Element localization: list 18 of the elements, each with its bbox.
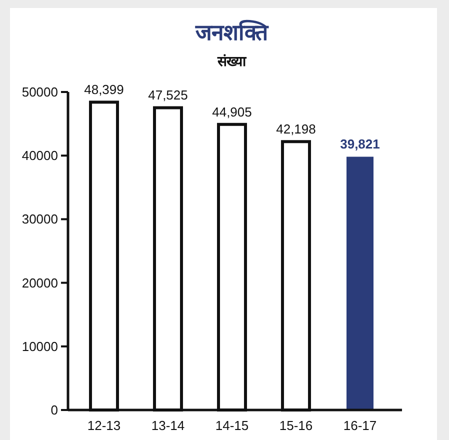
data-label: 39,821	[340, 136, 380, 152]
data-label: 48,399	[84, 82, 124, 98]
y-tick-label: 0	[50, 402, 58, 418]
y-tick-label: 50000	[22, 84, 58, 100]
y-tick-label: 10000	[22, 338, 58, 354]
data-label: 47,525	[148, 88, 188, 103]
x-tick-label: 15-16	[279, 418, 313, 433]
chart-subtitle: संख्या	[216, 53, 248, 69]
x-tick-label: 16-17	[343, 418, 377, 433]
x-tick-label: 12-13	[87, 418, 121, 433]
chart-title: जनशक्ति	[194, 19, 270, 45]
y-tick-label: 40000	[22, 148, 58, 164]
x-tick-label: 13-14	[151, 418, 185, 433]
data-label: 44,905	[212, 104, 252, 120]
data-label: 42,198	[276, 122, 316, 137]
y-tick-label: 30000	[22, 212, 58, 227]
y-tick-label: 20000	[22, 275, 58, 290]
x-tick-label: 14-15	[215, 418, 249, 433]
